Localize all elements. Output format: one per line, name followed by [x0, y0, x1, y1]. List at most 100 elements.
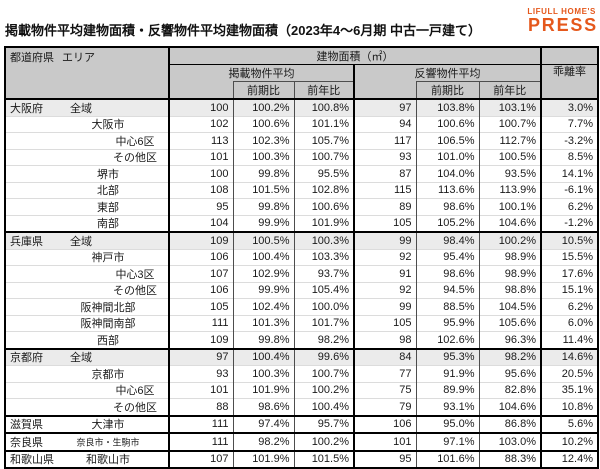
table-row: 滋賀県 大津市 111 97.4% 95.7% 106 95.0% 86.8% 5.6% — [5, 414, 598, 433]
area-label: その他区 — [113, 401, 157, 414]
cell-listed: 95 — [168, 198, 233, 215]
cell-inquiry_yoy: 103.0% — [478, 432, 541, 451]
cell-inquiry: 115 — [353, 181, 416, 199]
header-spacer-cell — [540, 47, 598, 65]
cell-divergence: 17.6% — [540, 265, 598, 282]
pref-area-cell: 京都市 — [5, 365, 169, 382]
cell-divergence: 14.6% — [540, 347, 598, 366]
area-label: 全域 — [70, 102, 92, 115]
cell-listed: 100 — [168, 98, 233, 116]
table-row: 西部 109 99.8% 98.2% 98 102.6% 96.3% 11.4% — [5, 331, 598, 349]
cell-listed_yoy: 95.7% — [293, 414, 354, 433]
cell-listed_qoq: 101.3% — [232, 314, 294, 332]
area-label: 西部 — [97, 334, 119, 347]
cell-listed: 107 — [168, 265, 233, 282]
cell-inquiry_qoq: 98.4% — [415, 231, 479, 249]
cell-divergence: 10.8% — [540, 398, 598, 416]
area-label: 和歌山市 — [86, 454, 130, 467]
pref-area-cell: 堺市 — [5, 165, 169, 182]
cell-divergence: 5.6% — [540, 414, 598, 433]
cell-divergence: 20.5% — [540, 365, 598, 382]
area-label: 京都市 — [91, 368, 125, 381]
area-label: 大阪市 — [91, 119, 125, 132]
header-prefecture-label: 都道府県 — [10, 52, 54, 64]
cell-inquiry_yoy: 93.5% — [478, 165, 541, 182]
cell-listed_qoq: 98.6% — [232, 398, 294, 416]
cell-listed_yoy: 93.7% — [293, 265, 354, 282]
cell-inquiry_qoq: 89.9% — [415, 381, 479, 399]
cell-divergence: -6.1% — [540, 181, 598, 199]
cell-inquiry: 105 — [353, 314, 416, 332]
cell-listed: 88 — [168, 398, 233, 416]
cell-listed_qoq: 99.9% — [232, 214, 294, 232]
area-label: 全域 — [70, 352, 92, 365]
cell-listed_yoy: 105.7% — [293, 132, 354, 149]
pref-area-cell: 阪神間北部 — [5, 298, 169, 315]
cell-listed_qoq: 100.4% — [232, 347, 294, 366]
header-listed-yoy: 前年比 — [293, 81, 354, 99]
cell-divergence: 15.5% — [540, 248, 598, 266]
cell-inquiry_yoy: 98.9% — [478, 248, 541, 266]
cell-listed_yoy: 100.2% — [293, 432, 354, 451]
cell-listed: 111 — [168, 432, 233, 451]
cell-listed_yoy: 99.6% — [293, 347, 354, 366]
prefecture-label: 和歌山県 — [10, 454, 54, 467]
cell-listed_qoq: 98.2% — [232, 432, 294, 451]
area-label: 堺市 — [97, 168, 119, 181]
cell-listed_qoq: 101.9% — [232, 381, 294, 399]
cell-listed_qoq: 100.6% — [232, 115, 294, 133]
cell-inquiry_yoy: 113.9% — [478, 181, 541, 199]
cell-inquiry: 117 — [353, 132, 416, 149]
pref-area-cell: 東部 — [5, 198, 169, 215]
pref-area-cell: 和歌山県 和歌山市 — [5, 449, 169, 468]
lifull-homes-press-logo: LIFULL HOME'S PRESS — [527, 8, 596, 35]
area-label: 阪神間北部 — [80, 301, 136, 314]
cell-inquiry_qoq: 104.0% — [415, 165, 479, 182]
area-label: 神戸市 — [91, 252, 125, 265]
cell-listed_qoq: 102.3% — [232, 132, 294, 149]
area-label: 東部 — [97, 201, 119, 214]
pref-area-cell: その他区 — [5, 281, 169, 299]
cell-listed_qoq: 99.9% — [232, 281, 294, 299]
cell-inquiry_qoq: 95.9% — [415, 314, 479, 332]
table-row: 阪神間北部 105 102.4% 100.0% 99 88.5% 104.5% 6.2% — [5, 298, 598, 315]
cell-listed: 107 — [168, 449, 233, 468]
cell-listed_qoq: 99.8% — [232, 331, 294, 349]
pref-area-cell: 奈良県 奈良市・生駒市 — [5, 432, 169, 451]
cell-listed: 106 — [168, 248, 233, 266]
cell-inquiry: 94 — [353, 115, 416, 133]
header-inquiry-yoy: 前年比 — [478, 81, 541, 99]
cell-divergence: -1.2% — [540, 214, 598, 232]
cell-listed_yoy: 100.7% — [293, 365, 354, 382]
cell-inquiry: 79 — [353, 398, 416, 416]
table-body: 大阪府 全域 100 100.2% 100.8% 97 103.8% 103.1% 3.0% 大阪… — [5, 98, 598, 468]
cell-listed_qoq: 101.9% — [232, 449, 294, 468]
cell-listed_yoy: 102.8% — [293, 181, 354, 199]
cell-divergence: 6.2% — [540, 298, 598, 315]
prefecture-label: 奈良県 — [10, 436, 43, 449]
cell-inquiry: 98 — [353, 331, 416, 349]
area-label: 南部 — [97, 218, 119, 231]
cell-listed_yoy: 103.3% — [293, 248, 354, 266]
cell-listed_yoy: 100.3% — [293, 231, 354, 249]
cell-inquiry_qoq: 98.6% — [415, 198, 479, 215]
cell-listed_yoy: 101.9% — [293, 214, 354, 232]
cell-listed_yoy: 100.8% — [293, 98, 354, 116]
cell-listed_qoq: 100.5% — [232, 231, 294, 249]
cell-divergence: 15.1% — [540, 281, 598, 299]
cell-listed_qoq: 100.4% — [232, 248, 294, 266]
table-row: 中心3区 107 102.9% 93.7% 91 98.6% 98.9% 17.6% — [5, 265, 598, 282]
cell-listed_qoq: 102.4% — [232, 298, 294, 315]
cell-listed_yoy: 100.4% — [293, 398, 354, 416]
cell-inquiry: 99 — [353, 231, 416, 249]
area-label: 北部 — [97, 185, 119, 198]
cell-listed_yoy: 95.5% — [293, 165, 354, 182]
area-label: 全域 — [70, 235, 92, 248]
header-listed-qoq: 前期比 — [232, 81, 294, 99]
cell-inquiry: 92 — [353, 281, 416, 299]
pref-area-cell: 神戸市 — [5, 248, 169, 266]
cell-inquiry_yoy: 103.1% — [478, 98, 541, 116]
cell-divergence: 14.1% — [540, 165, 598, 182]
cell-inquiry_yoy: 86.8% — [478, 414, 541, 433]
table-row: 堺市 100 99.8% 95.5% 87 104.0% 93.5% 14.1% — [5, 165, 598, 182]
